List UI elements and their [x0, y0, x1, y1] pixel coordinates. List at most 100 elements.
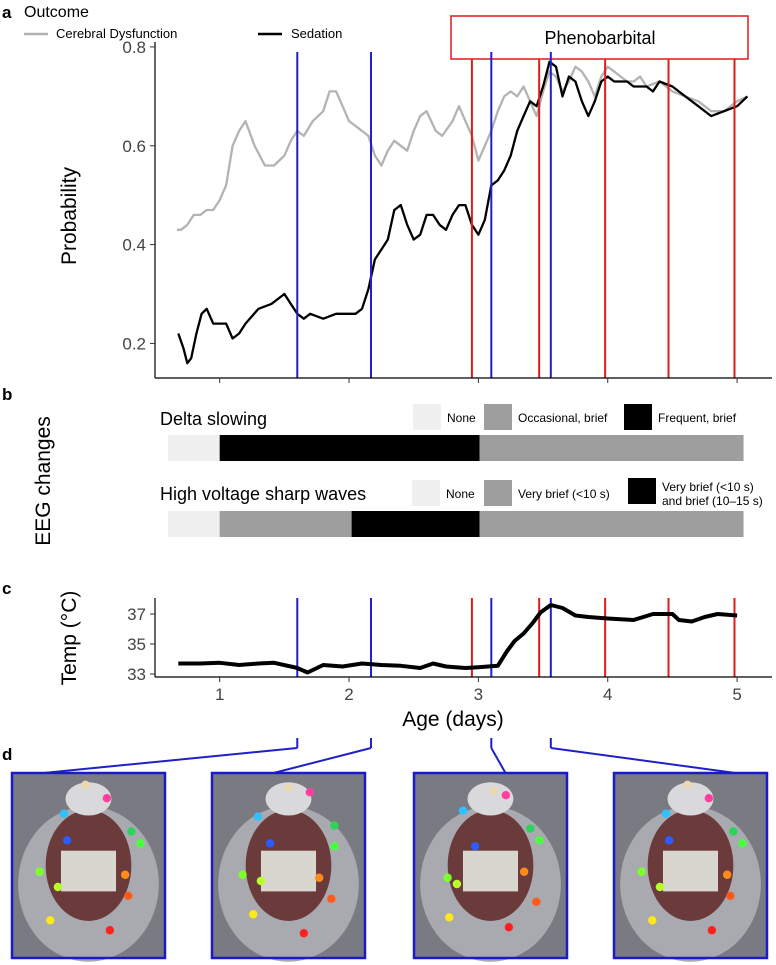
diaper-shape: [462, 850, 519, 892]
photo-frame: [210, 771, 367, 960]
keypoint-dot: [314, 873, 324, 882]
temp-x-tick-label: 2: [344, 685, 353, 704]
temp-x-tick-label: 4: [603, 685, 612, 704]
keypoint-dot: [127, 827, 136, 836]
keypoint-dot: [238, 870, 247, 879]
keypoint-dot: [249, 910, 258, 919]
keypoint-dot: [136, 839, 145, 848]
keypoint-dot: [501, 791, 511, 800]
keypoint-dot: [59, 809, 69, 818]
eeg-row-title-delta: Delta slowing: [160, 409, 267, 429]
phenobarbital-box: [450, 15, 749, 60]
eeg-segment-row0-1: [219, 435, 480, 461]
infant-keypoints-day-1.6: [10, 771, 167, 962]
x-axis-title-age: Age (days): [402, 708, 504, 731]
photo-connector-line-3: [550, 747, 736, 774]
legend-sharp-verybrief: Very brief (<10 s): [518, 487, 610, 501]
keypoint-dot: [729, 827, 738, 836]
keypoint-dot: [526, 824, 535, 833]
temp-x-tick-label: 5: [732, 685, 741, 704]
keypoint-dot: [661, 809, 671, 818]
keypoint-dot: [120, 870, 130, 879]
temp-x-tick-label: 1: [215, 685, 224, 704]
keypoint-dot: [664, 836, 674, 845]
eeg-segment-row1-1: [219, 511, 352, 537]
phenobarbital-label: Phenobarbital: [544, 28, 655, 48]
keypoint-dot: [330, 842, 339, 851]
legend-sharp-none-swatch: [412, 480, 440, 506]
panel-letter-a: a: [2, 3, 12, 22]
keypoint-dot: [46, 916, 55, 925]
temp-y-tick-label: 33: [127, 665, 146, 684]
head-cap-shape: [667, 782, 714, 816]
keypoint-dot: [470, 842, 480, 851]
keypoint-dot: [504, 923, 514, 932]
diaper-shape: [662, 850, 719, 892]
series-line-sedation: [177, 60, 749, 365]
eeg-segment-row1-2: [351, 511, 480, 537]
eeg-bars: [167, 435, 744, 537]
keypoint-dot: [330, 821, 339, 830]
y-tick-label: 0.6: [122, 137, 146, 156]
y-axis-title-temp: Temp (°C): [58, 591, 81, 686]
temp-x-tick-label: 3: [474, 685, 483, 704]
keypoint-dot: [445, 913, 454, 922]
keypoint-dot: [519, 867, 529, 876]
legend-sharp-none: None: [446, 487, 475, 501]
diaper-shape: [260, 850, 317, 892]
diaper-shape: [60, 850, 117, 892]
legend-sharp-brief-line1: Very brief (<10 s): [662, 480, 754, 494]
keypoint-dot: [305, 788, 315, 797]
temp-y-tick-label: 35: [127, 635, 146, 654]
y-tick-label: 0.4: [122, 236, 146, 255]
eeg-segment-row0-2: [479, 435, 744, 461]
keypoint-dot: [648, 916, 657, 925]
keypoint-dot: [707, 926, 717, 935]
panel-letter-c: c: [2, 579, 11, 598]
legend: Outcome Cerebral Dysfunction Sedation: [24, 4, 342, 41]
head-cap-shape: [467, 782, 514, 816]
infant-keypoints-day-3.56: [612, 771, 769, 962]
y-tick-label: 0.2: [122, 334, 146, 353]
series-line-cerebral-dysfunction: [177, 65, 748, 231]
keypoint-dot: [53, 882, 63, 892]
photo-panel: [10, 738, 769, 962]
legend-sharp-verybrief-swatch: [484, 480, 512, 506]
eeg-segment-row1-3: [479, 511, 744, 537]
probability-plot: 0.2 0.4 0.6 0.8: [122, 38, 772, 383]
legend-label-cerebral: Cerebral Dysfunction: [56, 26, 177, 41]
temperature-line: [178, 603, 738, 675]
keypoint-dot: [102, 794, 112, 803]
keypoint-dot: [253, 812, 263, 821]
keypoint-dot: [105, 926, 115, 935]
keypoint-dot: [458, 806, 468, 815]
legend-label-sedation: Sedation: [291, 26, 342, 41]
keypoint-dot: [284, 783, 293, 792]
keypoint-dot: [535, 836, 544, 845]
keypoint-dot: [738, 839, 747, 848]
panel-letter-d: d: [2, 745, 12, 764]
keypoint-dot: [443, 873, 452, 882]
temp-y-tick-label: 37: [127, 605, 146, 624]
legend-delta-occasional: Occasional, brief: [518, 411, 608, 425]
keypoint-dot: [62, 836, 72, 845]
head-cap-shape: [265, 782, 312, 816]
keypoint-dot: [655, 882, 665, 892]
panel-letter-b: b: [2, 385, 12, 404]
y-axis-title-probability: Probability: [58, 166, 81, 265]
legend-sharp-brief-line2: and brief (10–15 s): [662, 494, 763, 508]
photo-frame: [10, 771, 167, 960]
keypoint-dot: [35, 867, 44, 876]
legend-delta-occasional-swatch: [484, 404, 512, 430]
keypoint-dot: [722, 870, 732, 879]
keypoint-dot: [532, 897, 541, 906]
keypoint-dot: [299, 929, 309, 938]
keypoint-dot: [124, 891, 133, 900]
legend-sharp-brief-swatch: [628, 478, 656, 504]
eeg-segment-row0-0: [167, 435, 220, 461]
photo-frame: [412, 771, 569, 960]
legend-delta-frequent-swatch: [624, 404, 652, 430]
legend-delta-none-swatch: [413, 404, 441, 430]
keypoint-dot: [327, 894, 336, 903]
